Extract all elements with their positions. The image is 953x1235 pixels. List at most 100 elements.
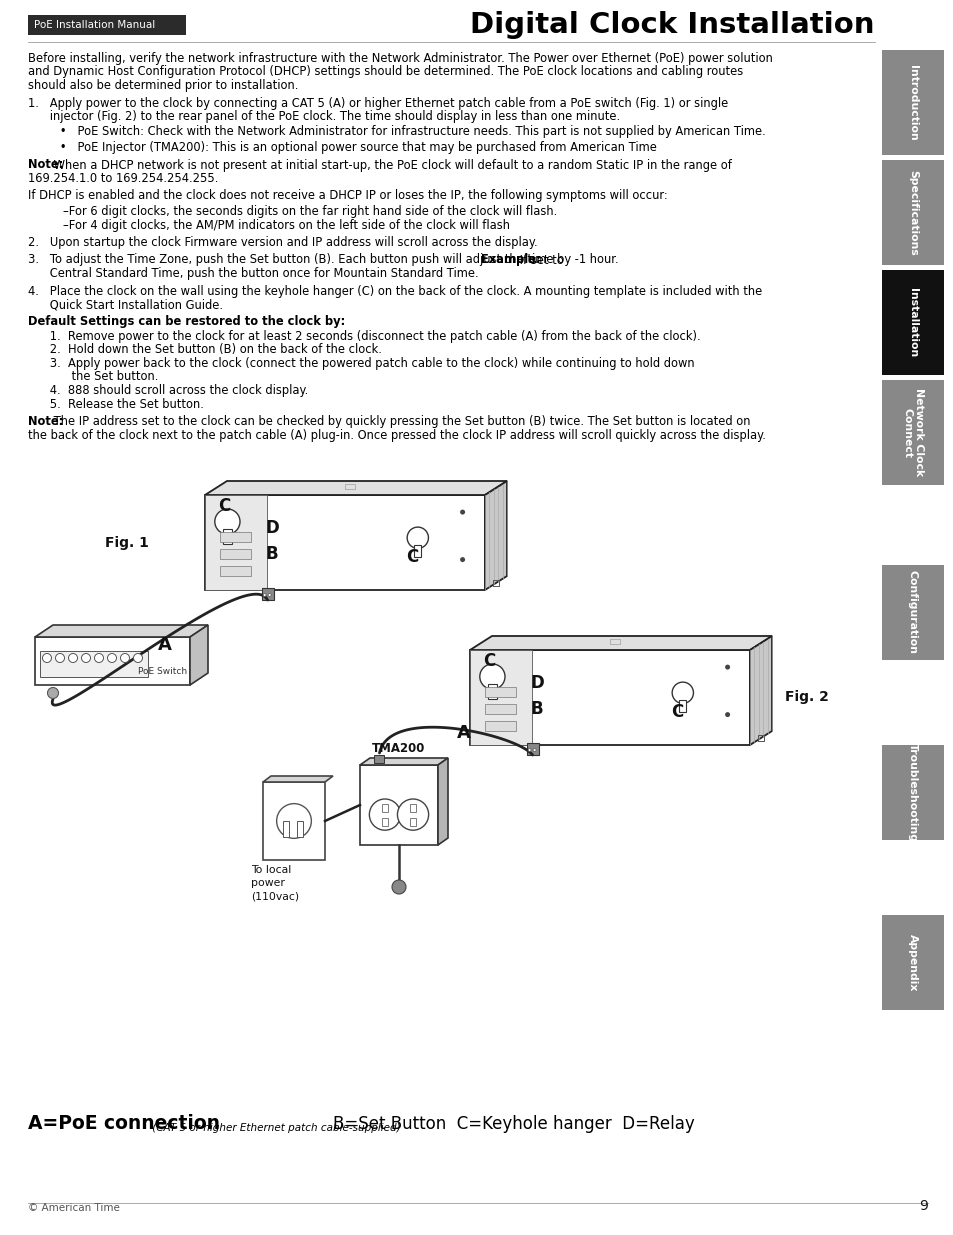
Text: 3.   To adjust the Time Zone, push the Set button (B). Each button push will adj: 3. To adjust the Time Zone, push the Set… [28,253,621,267]
Text: Fig. 2: Fig. 2 [784,690,828,704]
Text: D: D [530,674,543,693]
Text: When a DHCP network is not present at initial start-up, the PoE clock will defau: When a DHCP network is not present at in… [50,158,731,172]
Circle shape [479,664,504,689]
Circle shape [214,509,240,535]
Bar [882,380,943,485]
Text: –For 4 digit clocks, the AM/PM indicators on the left side of the clock will fla: –For 4 digit clocks, the AM/PM indicator… [63,219,510,231]
Text: B=Set Button  C=Keyhole hanger  D=Relay: B=Set Button C=Keyhole hanger D=Relay [333,1115,694,1132]
Text: C: C [218,498,231,515]
Text: Note:: Note: [28,158,63,172]
Text: Introduction: Introduction [907,64,917,141]
Text: Digital Clock Installation: Digital Clock Installation [470,11,874,40]
Circle shape [55,653,65,662]
Circle shape [724,713,729,718]
Text: should also be determined prior to installation.: should also be determined prior to insta… [28,79,298,91]
Text: 1.   Apply power to the clock by connecting a CAT 5 (A) or higher Ethernet patch: 1. Apply power to the clock by connectin… [28,96,727,110]
Text: Default Settings can be restored to the clock by:: Default Settings can be restored to the … [28,315,345,329]
Bar [205,495,266,590]
Bar [359,764,437,845]
Text: –For 6 digit clocks, the seconds digits on the far right hand side of the clock : –For 6 digit clocks, the seconds digits … [63,205,557,219]
Bar [220,550,251,558]
Text: To local
power
(110vac): To local power (110vac) [251,864,299,902]
Bar [220,567,251,576]
Text: A=PoE connection: A=PoE connection [28,1114,220,1132]
Circle shape [392,881,406,894]
Text: 5.  Release the Set button.: 5. Release the Set button. [28,398,204,410]
Circle shape [397,799,428,830]
Text: D: D [265,519,279,537]
Polygon shape [484,480,506,590]
Bar [882,745,943,840]
Polygon shape [35,625,208,637]
Circle shape [672,682,693,704]
Circle shape [69,653,77,662]
Circle shape [108,653,116,662]
Bar [35,637,190,685]
Text: Network Clock
Connect: Network Clock Connect [902,389,923,477]
Text: C: C [670,703,682,721]
Bar [414,545,421,557]
Circle shape [48,688,58,699]
Bar [485,704,516,714]
Text: C: C [406,548,417,566]
Circle shape [120,653,130,662]
Text: Quick Start Installation Guide.: Quick Start Installation Guide. [28,298,223,311]
Text: B: B [266,545,278,563]
Text: A: A [456,724,470,741]
Bar [485,721,516,731]
Bar [381,804,388,811]
Text: •   PoE Injector (TMA200): This is an optional power source that may be purchase: • PoE Injector (TMA200): This is an opti… [38,141,657,154]
Text: PoE Switch: PoE Switch [137,667,187,677]
Bar [679,700,686,713]
Circle shape [459,557,465,562]
Bar [263,782,325,860]
Bar [220,532,251,542]
Circle shape [407,527,428,548]
Circle shape [263,594,266,597]
Bar [375,755,384,763]
Polygon shape [190,625,208,685]
Text: If DHCP is enabled and the clock does not receive a DHCP IP or loses the IP, the: If DHCP is enabled and the clock does no… [28,189,667,203]
Circle shape [81,653,91,662]
Text: The IP address set to the clock can be checked by quickly pressing the Set butto: The IP address set to the clock can be c… [50,415,749,429]
Text: Example:: Example: [480,253,540,267]
Text: 3.  Apply power back to the clock (connect the powered patch cable to the clock): 3. Apply power back to the clock (connec… [28,357,694,370]
Text: 2.   Upon startup the clock Firmware version and IP address will scroll across t: 2. Upon startup the clock Firmware versi… [28,236,537,249]
Text: 169.254.1.0 to 169.254.254.255.: 169.254.1.0 to 169.254.254.255. [28,172,218,185]
Text: injector (Fig. 2) to the rear panel of the PoE clock. The time should display in: injector (Fig. 2) to the rear panel of t… [28,110,619,124]
Bar [40,651,149,677]
Text: Before installing, verify the network infrastructure with the Network Administra: Before installing, verify the network in… [28,52,772,65]
Text: Specifications: Specifications [907,169,917,256]
Circle shape [533,748,536,752]
Bar [410,818,416,826]
Circle shape [43,653,51,662]
Text: Installation: Installation [907,288,917,357]
Circle shape [459,510,465,515]
Circle shape [133,653,142,662]
Text: Note:: Note: [28,415,63,429]
Bar [882,49,943,156]
Circle shape [94,653,103,662]
Bar [485,687,516,697]
Bar [882,915,943,1010]
Text: 4.  888 should scroll across the clock display.: 4. 888 should scroll across the clock di… [28,384,308,396]
Bar [526,743,538,755]
Polygon shape [359,758,448,764]
Polygon shape [263,776,333,782]
Polygon shape [437,758,448,845]
Bar [488,684,497,699]
Bar [28,15,186,35]
Bar [882,270,943,375]
Text: 4.   Place the clock on the wall using the keyhole hanger (C) on the back of the: 4. Place the clock on the wall using the… [28,284,761,298]
Text: Central Standard Time, push the button once for Mountain Standard Time.: Central Standard Time, push the button o… [28,267,478,280]
Circle shape [724,664,729,669]
Text: Fig. 1: Fig. 1 [105,536,149,550]
Text: If set to: If set to [516,253,563,267]
Bar [282,821,289,836]
Bar [882,564,943,659]
Text: PoE Installation Manual: PoE Installation Manual [34,20,155,30]
Bar [223,529,232,543]
Circle shape [528,748,531,752]
Bar [296,821,303,836]
Polygon shape [205,480,506,495]
